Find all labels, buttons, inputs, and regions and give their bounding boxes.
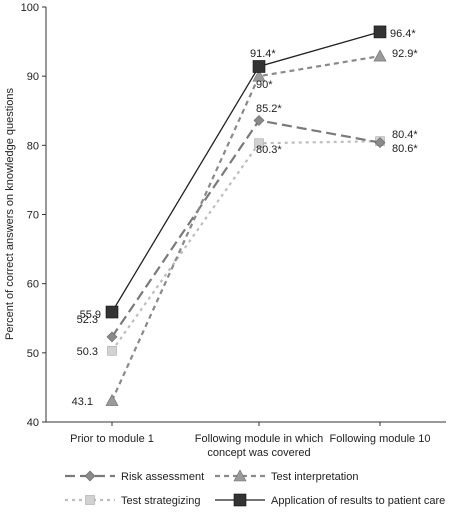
data-point (373, 49, 387, 62)
data-label: 85.2* (256, 103, 282, 115)
legend-marker (85, 495, 95, 505)
legend-item: Test strategizing (65, 495, 200, 507)
y-tick-label: 90 (27, 71, 39, 83)
legend-label: Test strategizing (121, 495, 200, 507)
legend-marker (233, 493, 247, 507)
y-tick-label: 100 (21, 2, 39, 14)
data-point (252, 60, 266, 73)
legend-item: Risk assessment (65, 470, 204, 483)
series-risk-assessment: 52.3 85.2* 80.4* (77, 103, 418, 343)
series-line (111, 31, 381, 313)
x-tick-label: Prior to module 1 (70, 433, 154, 445)
legend-label: Application of results to patient care (271, 495, 445, 507)
x-ticks: Prior to module 1 Following module in whi… (70, 422, 430, 459)
legend-label: Risk assessment (121, 471, 204, 483)
data-label: 80.4* (392, 129, 418, 141)
y-tick-label: 40 (27, 417, 39, 429)
y-ticks: 40 50 60 70 80 90 100 (21, 2, 46, 429)
data-point (253, 115, 265, 126)
data-point (106, 331, 118, 343)
data-point (107, 345, 117, 356)
series-layer: 50.3 80.3* 80.6* 52.3 85.2* 80.4* 43.1 90* 92.9*… (72, 25, 419, 408)
data-point (254, 138, 264, 149)
data-point (374, 137, 386, 148)
x-tick-label: Following module in which (195, 433, 323, 445)
legend-item: Application of results to patient care (215, 493, 445, 507)
legend-marker (233, 469, 247, 482)
data-point (105, 305, 119, 319)
data-point (373, 25, 387, 39)
series-line (110, 55, 381, 402)
y-axis-label: Percent of correct answers on knowledge … (4, 88, 16, 340)
plot-area (45, 7, 446, 423)
data-label: 80.6* (392, 143, 418, 155)
series-application-of-results-to-patient-care: 55.9 91.4* 96.4* (80, 25, 416, 321)
data-label: 55.9 (80, 309, 101, 321)
data-label: 43.1 (72, 396, 93, 408)
legend-label: Test interpretation (271, 471, 358, 483)
data-label: 90* (256, 79, 273, 91)
data-label: 92.9* (392, 48, 418, 60)
data-label: 96.4* (390, 28, 416, 40)
data-label: 52.3 (77, 314, 98, 326)
legend-item: Test interpretation (215, 469, 358, 483)
y-tick-label: 60 (27, 279, 39, 291)
legend-marker (84, 470, 96, 482)
data-label: 91.4* (250, 48, 276, 60)
series-test-interpretation: 43.1 90* 92.9* (72, 48, 419, 408)
y-tick-label: 70 (27, 210, 39, 222)
series-test-strategizing: 50.3 80.3* 80.6* (77, 136, 418, 358)
y-tick-label: 80 (27, 140, 39, 152)
x-tick-label: concept was covered (207, 447, 310, 459)
legend: Risk assessment Test interpretation Test s… (65, 469, 445, 507)
x-tick-label: Following module 10 (330, 433, 431, 445)
data-label: 80.3* (256, 144, 282, 156)
data-point (252, 69, 266, 82)
series-line (111, 119, 381, 338)
data-point (105, 393, 119, 406)
y-tick-label: 50 (27, 348, 39, 360)
data-label: 50.3 (77, 346, 98, 358)
